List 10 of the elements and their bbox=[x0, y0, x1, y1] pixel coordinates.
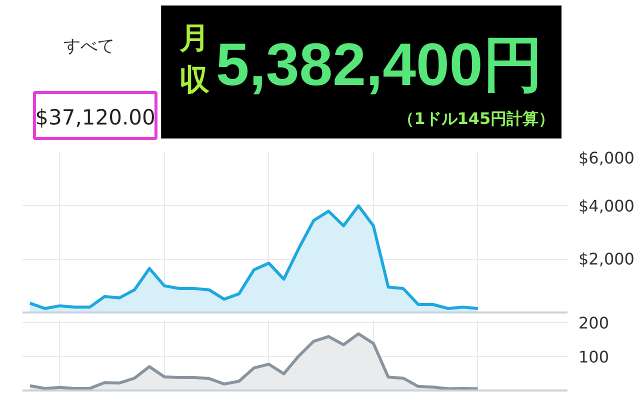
y-tick-label: 200 bbox=[578, 314, 610, 332]
text: 5,382,400円 bbox=[216, 31, 543, 98]
y-tick-label: $6,000 bbox=[578, 148, 634, 168]
y-tick-label: 100 bbox=[578, 347, 610, 366]
text: すべて bbox=[64, 36, 115, 56]
text: （1ドル145円計算） bbox=[398, 109, 555, 128]
y-tick-label: $2,000 bbox=[578, 250, 634, 269]
y-tick-label: $4,000 bbox=[578, 196, 634, 216]
text: 月収 bbox=[178, 21, 210, 98]
text: $37,120.00 bbox=[35, 106, 156, 130]
